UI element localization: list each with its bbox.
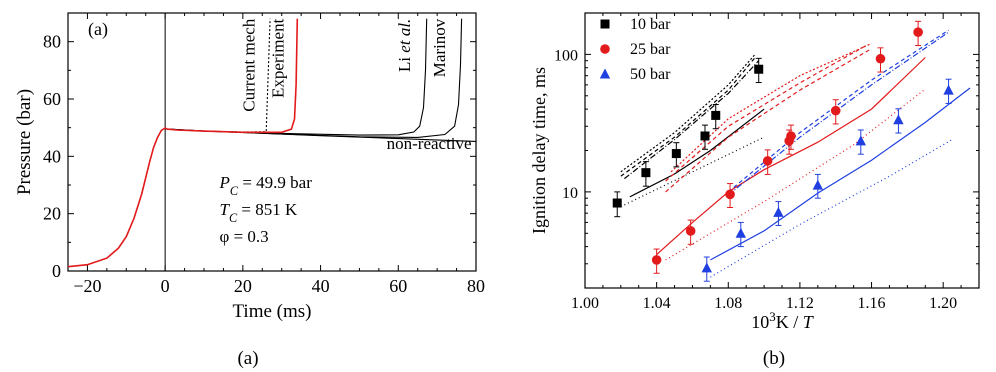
y-tick-label: 10	[562, 185, 578, 202]
legend-label: 10 bar	[630, 16, 671, 33]
series-50-bar-point	[735, 227, 747, 238]
model-curve	[710, 139, 953, 278]
model-curve	[624, 60, 760, 180]
series-50-bar-point	[943, 84, 954, 95]
y-tick-label: 80	[43, 32, 61, 52]
panel-label: (a)	[88, 19, 108, 40]
x-tick-label: 1.16	[858, 295, 886, 312]
x-tick-label: 1.08	[714, 295, 742, 312]
legend: 10 bar 25 bar 50 bar	[599, 16, 671, 83]
model-curve	[665, 88, 926, 261]
model-curve	[620, 136, 765, 208]
series-25-bar-point	[913, 27, 923, 38]
y-tick-label: 40	[43, 146, 61, 166]
model-curve	[665, 43, 869, 182]
series-50-bar-point	[855, 135, 866, 146]
series-25-bar-point	[875, 53, 886, 64]
condition-annotation: PC = 49.9 bar	[219, 173, 313, 198]
series-50-bar-point	[773, 206, 784, 217]
x-tick-label: 1.00	[571, 295, 599, 312]
y-tick-label: 100	[554, 47, 578, 64]
series-label: non-reactive	[387, 134, 472, 153]
legend-marker	[600, 19, 610, 29]
model-curve	[620, 54, 756, 173]
x-tick-label: 80	[467, 276, 485, 296]
series-25-bar-point	[786, 131, 796, 141]
x-tick-label: 0	[161, 276, 170, 296]
model-curve	[665, 48, 872, 193]
series-25-bar-point	[685, 226, 696, 236]
series-10-bar-point	[700, 131, 710, 141]
model-curve	[727, 29, 949, 193]
panel-a-chart: −20 0 20 40 60 80 0 20 40 60 80 Time (ms) Pressure (…	[14, 12, 485, 322]
series-label: Current mech	[240, 18, 259, 111]
x-tick-label: 1.04	[643, 295, 671, 312]
series-10-bar-point	[754, 64, 764, 74]
series-50-bar-point	[812, 179, 824, 190]
legend-label: 25 bar	[630, 41, 671, 58]
model-curve	[629, 108, 765, 198]
x-tick-label: 60	[389, 276, 407, 296]
series-marinov-line	[164, 18, 463, 138]
y-axis-label: Pressure (bar)	[14, 89, 35, 195]
model-curve	[670, 42, 872, 173]
series-10-bar-point	[671, 149, 681, 159]
series-25-bar-point	[725, 189, 735, 200]
condition-annotation: TC = 851 K	[220, 200, 298, 225]
panel-b-chart: 1.00 1.04 1.08 1.12 1.16 1.20 10 100 103K / T Ign…	[529, 12, 980, 333]
series-25-bar-point	[762, 156, 773, 166]
y-tick-label: 20	[43, 204, 61, 224]
legend-marker	[600, 44, 610, 54]
series-experiment-line	[67, 18, 299, 268]
series-label: Marinov	[430, 18, 449, 77]
condition-annotation: φ = 0.3	[220, 227, 269, 246]
x-tick-label: −20	[73, 276, 101, 296]
x-axis-label: 103K / T	[751, 309, 814, 333]
caption-a: (a)	[237, 348, 258, 369]
legend-marker	[599, 68, 611, 79]
caption-b: (b)	[763, 348, 785, 369]
legend-label: 50 bar	[630, 66, 671, 83]
plot-frame	[67, 12, 477, 272]
series-label: Li et al.	[395, 19, 414, 72]
x-tick-label: 1.20	[929, 295, 957, 312]
model-curve	[656, 57, 926, 256]
series-25-bar-point	[830, 105, 841, 116]
series-50-bar-point	[893, 114, 904, 125]
series-label: Experiment	[269, 18, 288, 98]
series-10-bar-point	[612, 198, 622, 208]
series-10-bar-point	[641, 168, 651, 178]
y-axis-label: Ignition delay time, ms	[529, 67, 549, 234]
model-curve	[710, 87, 971, 261]
series-50-bar-point	[701, 262, 712, 273]
series-10-bar-point	[711, 110, 721, 120]
x-axis-label: Time (ms)	[232, 301, 311, 322]
series-25-bar-point	[651, 255, 662, 265]
x-tick-label: 40	[312, 276, 330, 296]
y-tick-label: 0	[52, 261, 61, 281]
y-tick-label: 60	[43, 89, 61, 109]
x-tick-label: 20	[234, 276, 252, 296]
x-tick-label: 1.12	[786, 295, 814, 312]
